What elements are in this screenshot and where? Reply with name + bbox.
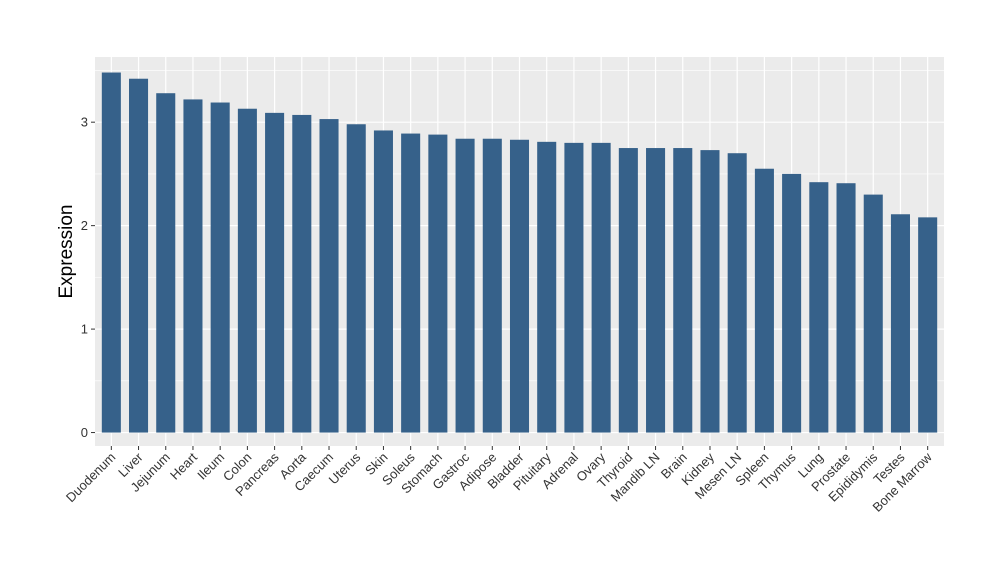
bar-mesen-ln bbox=[727, 153, 747, 433]
bar-duodenum bbox=[101, 72, 121, 433]
bar-gastroc bbox=[455, 138, 475, 433]
bar-bone-marrow bbox=[918, 217, 938, 433]
bar-liver bbox=[129, 78, 149, 433]
bar-adrenal bbox=[564, 142, 584, 433]
bar-jejunum bbox=[156, 93, 176, 433]
x-axis: DuodenumLiverJejunumHeartIleumColonPancr… bbox=[63, 446, 935, 515]
y-tick-label: 0 bbox=[81, 425, 88, 440]
bar-skin bbox=[373, 130, 393, 433]
bar-ovary bbox=[591, 142, 611, 433]
bar-thymus bbox=[782, 173, 802, 433]
bar-ileum bbox=[210, 102, 230, 433]
x-tick-label: Heart bbox=[167, 449, 200, 482]
bar-kidney bbox=[700, 150, 720, 433]
bar-brain bbox=[673, 148, 693, 433]
bars bbox=[101, 72, 938, 433]
bar-aorta bbox=[292, 114, 312, 433]
bar-testes bbox=[890, 214, 910, 433]
bar-lung bbox=[809, 182, 829, 433]
bar-caecum bbox=[319, 119, 339, 433]
bar-epididymis bbox=[863, 194, 883, 433]
bar-mandib-ln bbox=[646, 148, 666, 433]
y-axis-title: Expression bbox=[56, 205, 77, 299]
bar-heart bbox=[183, 99, 203, 433]
bar-uterus bbox=[346, 124, 366, 433]
bar-pancreas bbox=[265, 112, 285, 433]
bar-soleus bbox=[401, 133, 421, 433]
bar-spleen bbox=[754, 168, 774, 433]
bar-bladder bbox=[509, 139, 530, 433]
y-tick-label: 3 bbox=[81, 115, 88, 130]
x-tick-label: Duodenum bbox=[63, 450, 119, 506]
bar-colon bbox=[237, 108, 257, 433]
bar-stomach bbox=[428, 134, 448, 433]
bar-pituitary bbox=[537, 141, 557, 433]
bar-adipose bbox=[482, 138, 502, 433]
y-axis: 0 1 2 3 bbox=[81, 115, 95, 440]
y-tick-label: 1 bbox=[81, 322, 88, 337]
bar-thyroid bbox=[618, 148, 638, 433]
x-tick-label: Uterus bbox=[326, 449, 364, 487]
x-tick-label: Ileum bbox=[194, 450, 227, 483]
bar-prostate bbox=[836, 183, 856, 433]
y-tick-label: 2 bbox=[81, 218, 88, 233]
